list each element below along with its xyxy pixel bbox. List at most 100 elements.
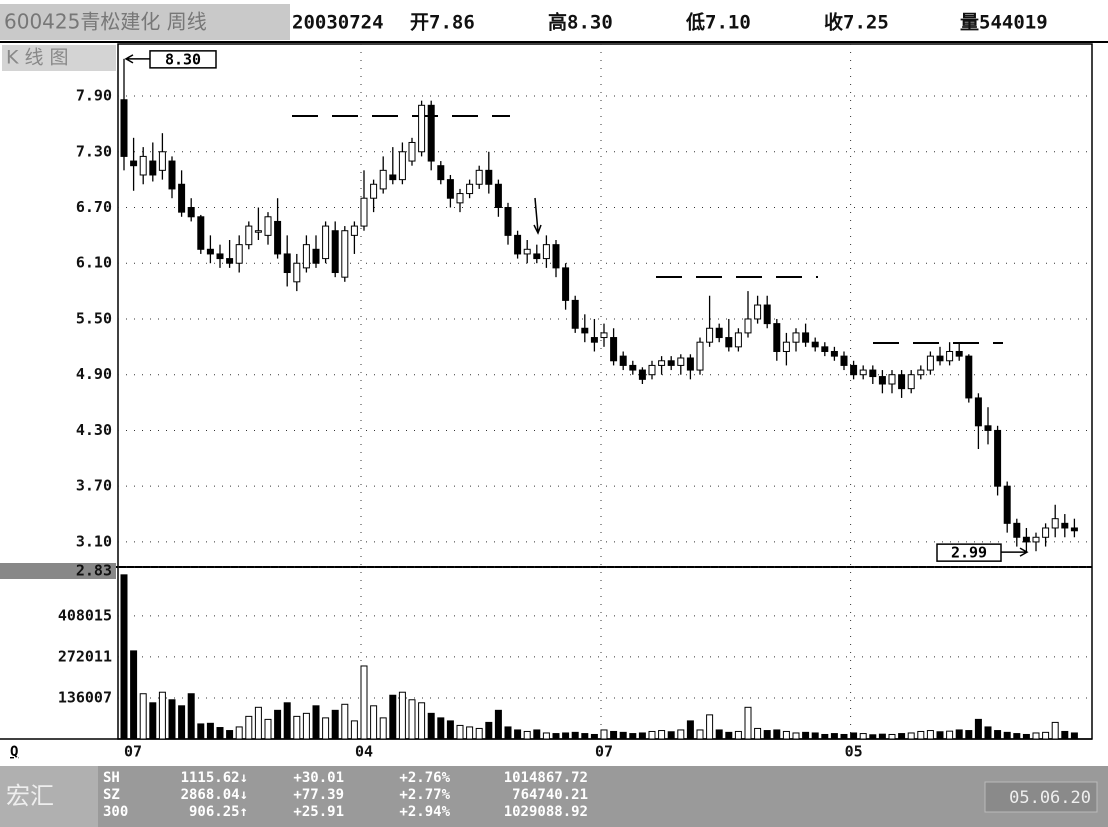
volume-bar [494, 709, 502, 740]
index-cell: 764740.21 [512, 787, 588, 803]
panel-label: K 线 图 [6, 47, 69, 69]
volume-bar [1022, 733, 1030, 740]
volume-bar [389, 694, 397, 740]
volume-bar [120, 574, 128, 740]
volume-bar [379, 717, 387, 740]
volume-bar [514, 729, 522, 740]
volume-bar [994, 730, 1002, 740]
volume-bar [293, 715, 301, 740]
bar-volume: 量544019 [960, 12, 1048, 34]
candle-body [859, 369, 867, 376]
volume-bar [821, 733, 829, 740]
volume-bar [139, 693, 147, 740]
volume-bar [398, 691, 406, 740]
volume-bar [590, 733, 598, 740]
volume-bar [466, 726, 474, 740]
candle-body [293, 262, 301, 283]
volume-bar [744, 706, 752, 740]
index-cell: +2.94% [399, 804, 450, 820]
x-tick-label: 04 [355, 743, 373, 761]
volume-bar [706, 714, 714, 740]
index-cell: +2.76% [399, 770, 450, 786]
candle-body [734, 332, 742, 348]
candle-body [677, 357, 685, 366]
volume-bar [840, 733, 848, 740]
volume-bar [734, 730, 742, 740]
candle-body [206, 248, 214, 255]
volume-bar [1070, 732, 1078, 740]
date-box [984, 781, 1098, 813]
candle-body [370, 183, 378, 199]
volume-bar [725, 731, 733, 740]
volume-bar [350, 720, 358, 740]
candle-body [830, 350, 838, 357]
candle-body [437, 165, 445, 181]
candle-body [139, 155, 147, 176]
candle-body [725, 337, 733, 348]
volume-bar [869, 734, 877, 740]
candle-body [792, 332, 800, 343]
volume-bar [158, 691, 166, 740]
candle-body [763, 304, 771, 325]
logo: 宏汇 [6, 782, 54, 810]
volume-bar [619, 731, 627, 740]
candle-body [1051, 518, 1059, 529]
index-cell: +77.39 [293, 787, 344, 803]
candle-body [398, 151, 406, 181]
bar-open: 开7.86 [410, 12, 475, 34]
volume-bar [216, 727, 224, 740]
volume-bar [456, 724, 464, 740]
volume-bar [149, 702, 157, 740]
volume-bar [686, 720, 694, 740]
candle-body [379, 169, 387, 190]
candle-body [888, 374, 896, 385]
candle-body [475, 169, 483, 185]
candle-body [350, 225, 358, 236]
volume-bar [485, 721, 493, 740]
candle-body [946, 350, 954, 362]
y-tick-label: 6.10 [76, 254, 112, 272]
candle-body [696, 341, 704, 371]
candle-body [754, 304, 762, 320]
candle-body [466, 183, 474, 195]
candle-body [542, 244, 550, 260]
candle-body [1003, 485, 1011, 524]
bottom-tick-bg [0, 563, 116, 579]
candle-body [245, 225, 253, 246]
candle-body [216, 253, 224, 260]
candle-body [389, 174, 397, 181]
x-tick-label: 07 [124, 743, 142, 761]
candle-body [254, 230, 262, 233]
candle-body [984, 425, 992, 431]
candle-body [331, 230, 339, 274]
annotation-label: 2.99 [951, 544, 987, 562]
candle-body [821, 346, 829, 352]
volume-bar [648, 730, 656, 740]
volume-tick-label: 408015 [58, 606, 112, 624]
y-tick-label: 5.50 [76, 309, 112, 327]
axis-marker: Q [10, 744, 18, 760]
volume-bar [1042, 731, 1050, 740]
candle-body [965, 355, 973, 399]
candle-body [994, 429, 1002, 487]
volume-bar [446, 720, 454, 740]
volume-bar [418, 702, 426, 740]
volume-bar [677, 729, 685, 740]
candle-body [744, 318, 752, 334]
bar-high: 高8.30 [548, 11, 613, 34]
volume-bar [408, 699, 416, 740]
candle-body [168, 160, 176, 190]
volume-bar [571, 731, 579, 740]
annotation-label: 8.30 [165, 50, 201, 68]
volume-bar [917, 730, 925, 740]
candle-body [629, 364, 637, 371]
volume-bar [965, 730, 973, 740]
candle-body [917, 369, 925, 376]
y-tick-label: 7.30 [76, 142, 112, 160]
candle-body [581, 327, 589, 334]
x-tick-label: 07 [595, 743, 613, 761]
candle-body [1032, 536, 1040, 543]
candle-body [590, 337, 598, 343]
volume-bar [715, 729, 723, 740]
index-cell: 300 [103, 804, 128, 820]
